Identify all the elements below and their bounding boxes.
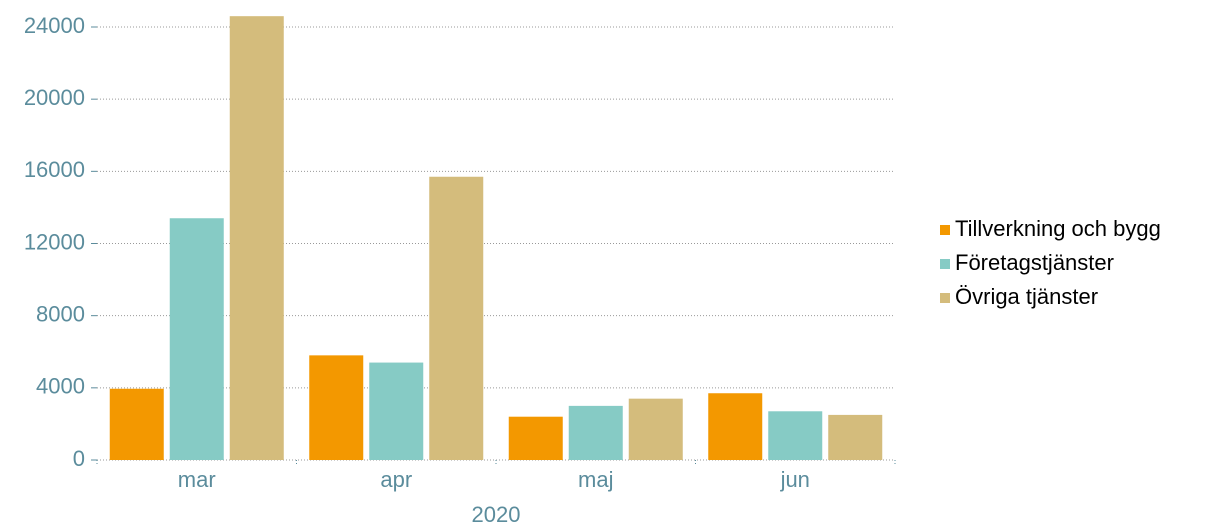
bar bbox=[628, 398, 683, 460]
bar bbox=[169, 218, 224, 460]
bar bbox=[768, 411, 823, 460]
x-tick-label: mar bbox=[178, 467, 216, 492]
y-tick-label: 20000 bbox=[24, 85, 85, 110]
bar bbox=[309, 355, 364, 460]
bar bbox=[229, 16, 284, 461]
bar bbox=[568, 405, 623, 460]
y-tick-label: 0 bbox=[73, 446, 85, 471]
legend-label: Tillverkning och bygg bbox=[955, 216, 1161, 241]
y-tick-label: 8000 bbox=[36, 301, 85, 326]
bar bbox=[508, 416, 563, 460]
legend-swatch bbox=[940, 225, 950, 235]
x-tick-label: apr bbox=[380, 467, 412, 492]
bar bbox=[369, 362, 424, 460]
x-tick-label: jun bbox=[780, 467, 810, 492]
y-tick-label: 24000 bbox=[24, 13, 85, 38]
legend-swatch bbox=[940, 293, 950, 303]
bar bbox=[708, 393, 763, 460]
y-tick-label: 16000 bbox=[24, 157, 85, 182]
legend-label: Övriga tjänster bbox=[955, 284, 1098, 309]
x-axis-title: 2020 bbox=[472, 502, 521, 524]
legend-swatch bbox=[940, 259, 950, 269]
y-tick-label: 4000 bbox=[36, 374, 85, 399]
y-tick-label: 12000 bbox=[24, 229, 85, 254]
x-tick-label: maj bbox=[578, 467, 613, 492]
bar bbox=[429, 176, 484, 460]
legend-label: Företagstjänster bbox=[955, 250, 1114, 275]
bar bbox=[109, 388, 164, 460]
bar bbox=[828, 414, 883, 460]
